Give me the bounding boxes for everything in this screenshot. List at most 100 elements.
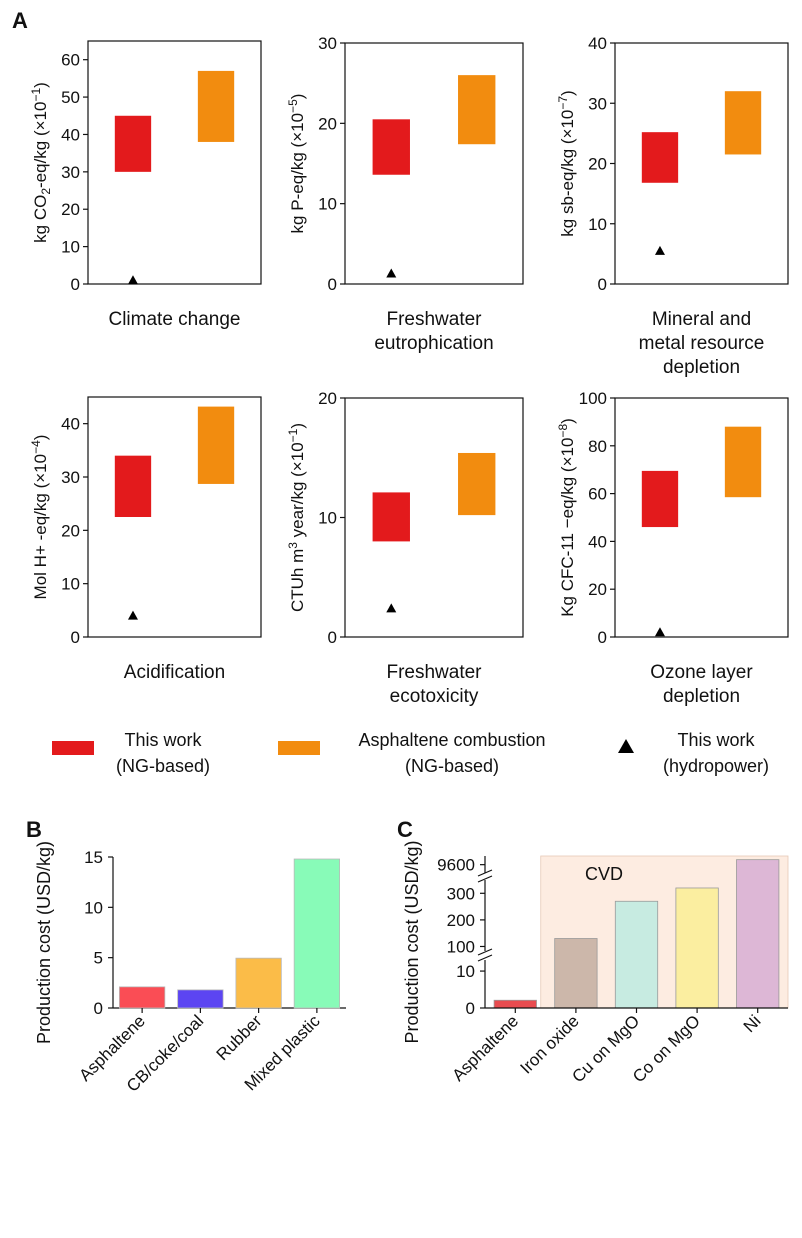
y-tick-label: 5 xyxy=(94,949,103,968)
y-tick-label: 0 xyxy=(71,628,80,647)
legend-label-hydropower-2: (hydropower) xyxy=(663,756,769,776)
y-tick-label: 0 xyxy=(598,275,607,294)
bar-rubber xyxy=(235,957,282,1009)
panel-label-a: A xyxy=(12,8,28,33)
y-tick-label: 10 xyxy=(61,238,80,257)
bar-cb-coke-coal xyxy=(177,989,224,1009)
x-caption-line: Acidification xyxy=(124,662,225,683)
y-tick-label: 0 xyxy=(328,275,337,294)
y-tick-label: 10 xyxy=(61,575,80,594)
bar-asphaltene-combustion xyxy=(197,70,235,142)
bar-asphaltene-combustion xyxy=(458,452,496,516)
y-axis-label-part: -eq/kg (×10 xyxy=(31,102,50,188)
lca-chart-freshwater-ecotoxicity: 0 10 20 CTUh m3 year/kg (×10−1) Freshwater ec… xyxy=(286,389,524,707)
plot-frame xyxy=(87,396,262,638)
bar-this-work xyxy=(114,455,152,517)
lca-chart-mineral-and-metal-resource-depletion: 0 10 20 30 40 kg sb-eq/kg (×10−7) Mineral and m… xyxy=(556,34,789,378)
legend-label-combustion-2: (NG-based) xyxy=(405,756,499,776)
y-tick-label: 20 xyxy=(588,155,607,174)
bar-asphaltene-combustion xyxy=(197,406,235,484)
y-axis-label-part: 3 xyxy=(286,542,300,549)
marker-hydropower xyxy=(386,603,397,613)
axis-break-mark xyxy=(477,954,493,962)
y-tick-label: 10 xyxy=(456,962,475,981)
y-tick-label: 20 xyxy=(318,389,337,408)
marker-hydropower xyxy=(127,610,138,620)
y-axis-label-part: ) xyxy=(288,94,307,100)
x-tick-label: Rubber xyxy=(213,1011,266,1064)
bar-this-work xyxy=(641,132,679,183)
x-tick-label: Asphaltene xyxy=(449,1011,523,1085)
plot-frame xyxy=(614,42,789,285)
y-axis-label: Mol H+ -eq/kg (×10−4) xyxy=(29,435,50,600)
lca-chart-acidification: 0 10 20 30 40 Mol H+ -eq/kg (×10−4) Acidificat… xyxy=(29,396,262,683)
lca-chart-freshwater-eutrophication: 0 10 20 30 kg P-eq/kg (×10−5) Freshwater eutro… xyxy=(286,34,524,354)
y-tick-label: 15 xyxy=(84,848,103,867)
bar-this-work xyxy=(114,115,152,172)
y-tick-label: 10 xyxy=(318,509,337,528)
bar-this-work xyxy=(641,470,679,528)
bar-this-work xyxy=(372,119,410,175)
y-tick-label: 20 xyxy=(318,114,337,133)
marker-hydropower xyxy=(654,245,665,255)
y-tick-label: 10 xyxy=(84,898,103,917)
y-tick-label: 50 xyxy=(61,88,80,107)
y-axis-label: Production cost (USD/kg) xyxy=(34,841,54,1044)
x-caption-line: Freshwater xyxy=(386,309,482,330)
axis-break-mark xyxy=(477,948,493,956)
y-tick-label: 0 xyxy=(94,999,103,1018)
lca-chart-climate-change: 0 10 20 30 40 50 60 kg CO2-eq/kg (×10−1) Climate… xyxy=(29,40,262,330)
y-axis-label-part: 2 xyxy=(39,188,53,195)
y-axis-label: Kg CFC-11 −eq/kg (×10−8) xyxy=(556,418,577,617)
y-tick-label: 0 xyxy=(328,628,337,647)
panel-label-b: B xyxy=(26,817,42,842)
bar-ni xyxy=(736,859,780,1009)
y-tick-label: 10 xyxy=(588,215,607,234)
bar-asphaltene xyxy=(119,986,166,1009)
legend-swatch-this-work xyxy=(52,741,94,755)
y-tick-label: 40 xyxy=(61,125,80,144)
y-axis-label-part: kg sb-eq/kg (×10 xyxy=(558,110,577,237)
x-caption-line: ecotoxicity xyxy=(390,686,479,707)
y-axis-label: Production cost (USD/kg) xyxy=(402,840,422,1043)
bar-asphaltene-combustion xyxy=(724,426,762,498)
y-axis-label-part: −5 xyxy=(286,99,300,113)
legend-marker-hydropower xyxy=(618,739,634,753)
y-axis-label: kg P-eq/kg (×10−5) xyxy=(286,94,307,234)
y-axis-label-part: −1 xyxy=(29,87,43,101)
legend-label-hydropower-1: This work xyxy=(677,730,755,750)
x-caption-line: Climate change xyxy=(108,309,240,330)
y-axis-label-part: −1 xyxy=(286,428,300,442)
x-caption-line: depletion xyxy=(663,686,740,707)
y-axis-label-part: −4 xyxy=(29,440,43,454)
marker-hydropower xyxy=(386,268,397,278)
panel-label-c: C xyxy=(397,817,413,842)
y-tick-label: 9600 xyxy=(437,856,475,875)
y-axis-label-part: ) xyxy=(31,435,50,441)
y-tick-label: 100 xyxy=(579,389,607,408)
y-tick-label: 40 xyxy=(588,532,607,551)
y-tick-label: 30 xyxy=(318,34,337,53)
y-tick-label: 40 xyxy=(588,34,607,53)
y-axis-label-part: ) xyxy=(558,418,577,424)
y-axis-label-part: Mol H+ -eq/kg (×10 xyxy=(31,454,50,600)
x-caption-line: Freshwater xyxy=(386,662,482,683)
y-tick-label: 20 xyxy=(61,521,80,540)
y-axis-label: CTUh m3 year/kg (×10−1) xyxy=(286,423,307,612)
y-tick-label: 30 xyxy=(588,94,607,113)
plot-frame xyxy=(344,42,524,285)
y-tick-label: 80 xyxy=(588,437,607,456)
y-tick-label: 30 xyxy=(61,468,80,487)
bar-asphaltene-combustion xyxy=(724,91,762,155)
y-tick-label: 300 xyxy=(447,884,475,903)
x-caption-line: Mineral and xyxy=(652,309,751,330)
y-axis-label-part: ) xyxy=(288,423,307,429)
marker-hydropower xyxy=(654,627,665,637)
y-axis-label-part: ) xyxy=(558,90,577,96)
legend: This work (NG-based) Asphaltene combusti… xyxy=(52,730,769,776)
y-tick-label: 100 xyxy=(447,937,475,956)
x-caption-line: Ozone layer xyxy=(650,662,753,683)
